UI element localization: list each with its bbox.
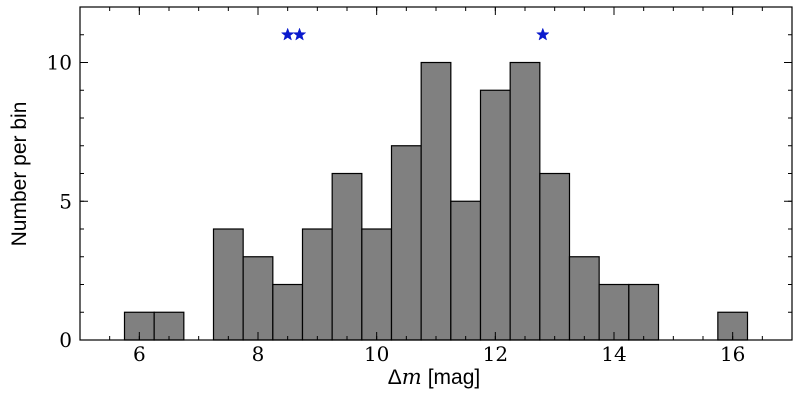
y-axis-label: Number per bin [8,102,31,247]
x-tick-label: 14 [601,342,626,366]
x-axis-label-variable: m [402,365,422,389]
x-axis-label-symbol: Δ [388,366,402,389]
x-tick-label: 8 [252,342,265,366]
bar-5 [301,228,333,341]
bar-16 [628,283,660,341]
bar-6 [331,172,363,341]
bar-8 [390,145,422,341]
bar-13 [539,172,571,341]
bar-14 [568,256,600,341]
bar-7 [361,228,393,341]
x-tick-label: 6 [133,342,146,366]
bar-15 [598,283,630,341]
bar-11 [479,89,511,341]
bar-10 [450,200,482,341]
x-tick-label: 12 [483,342,508,366]
bar-2 [212,228,244,341]
y-tick-label: 0 [59,328,72,352]
bars-group [123,61,749,341]
bar-1 [153,311,185,341]
star-marker-0 [280,27,295,41]
bar-12 [509,61,541,341]
y-tick-label: 10 [47,51,72,75]
x-axis-label: Δm [mag] [388,365,480,389]
bar-3 [242,256,274,341]
y-tick-label: 5 [59,189,72,213]
bar-9 [420,61,452,341]
markers-group [280,27,550,41]
x-tick-label: 16 [720,342,745,366]
x-tick-label: 10 [364,342,389,366]
x-axis-label-unit: [mag] [428,366,481,389]
tick-labels-group: 6 8 10 12 14 16 0 5 10 [47,51,746,367]
bar-4 [272,283,304,341]
star-marker-1 [292,27,307,41]
ticks-group [79,6,793,341]
star-marker-2 [535,27,550,41]
